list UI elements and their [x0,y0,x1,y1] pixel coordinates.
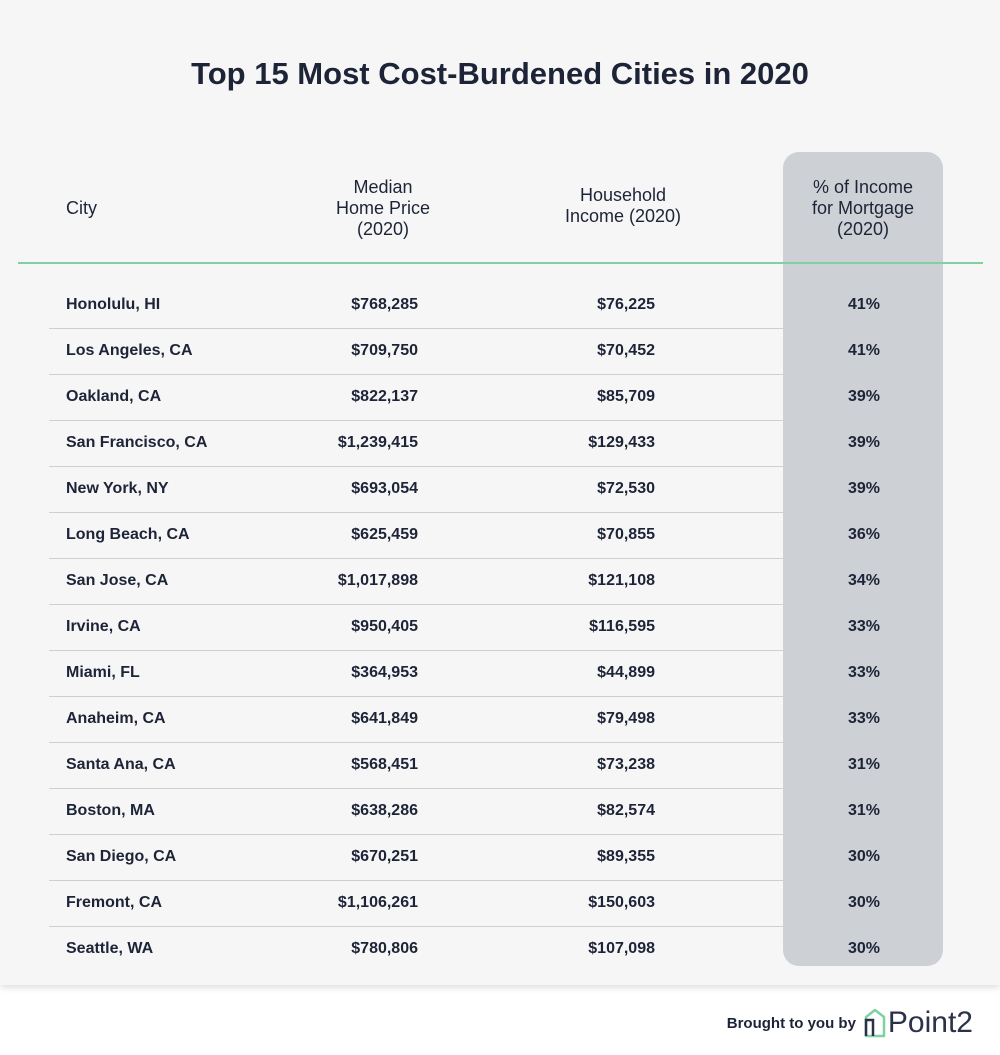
house-outline-icon [864,1008,886,1038]
table-row: Boston, MA $638,286 $82,574 31% [49,789,915,835]
cell-household-income: $72,530 [597,480,655,497]
table-row: New York, NY $693,054 $72,530 39% [49,467,915,513]
cell-household-income: $73,238 [597,756,655,773]
cell-city: Oakland, CA [66,388,162,405]
table-row: San Diego, CA $670,251 $89,355 30% [49,835,915,881]
cell-city: Seattle, WA [66,940,154,957]
cell-pct-income-mortgage: 30% [847,848,880,865]
cell-median-home-price: $950,405 [351,618,418,635]
cell-median-home-price: $780,806 [351,940,418,957]
table-row: Oakland, CA $822,137 $85,709 39% [49,375,915,421]
cell-city: Honolulu, HI [66,296,161,313]
logo-text: Point2 [887,1006,973,1039]
table-row: Anaheim, CA $641,849 $79,498 33% [49,697,915,743]
cell-city: San Diego, CA [66,848,177,865]
footer-attribution: Brought to you by Point2 [727,1006,973,1040]
cell-pct-income-mortgage: 41% [847,342,880,359]
table-row: Honolulu, HI $768,285 $76,225 41% [49,283,915,329]
cell-household-income: $44,899 [597,664,655,681]
cell-household-income: $121,108 [588,572,655,589]
cell-pct-income-mortgage: 34% [847,572,880,589]
cell-household-income: $79,498 [597,710,655,727]
cell-household-income: $85,709 [597,388,655,405]
cell-household-income: $82,574 [597,802,655,819]
chart-title: Top 15 Most Cost-Burdened Cities in 2020 [191,56,809,91]
cell-city: Fremont, CA [66,894,162,911]
header-pct-income-mortgage: % of Income for Mortgage (2020) [783,177,943,240]
cell-pct-income-mortgage: 33% [847,664,880,681]
cell-city: Anaheim, CA [66,710,166,727]
table-row: San Francisco, CA $1,239,415 $129,433 39… [49,421,915,467]
table-row: Seattle, WA $780,806 $107,098 30% [49,927,915,972]
table-row: Miami, FL $364,953 $44,899 33% [49,651,915,697]
cell-median-home-price: $709,750 [351,342,418,359]
header-city: City [66,198,97,219]
cell-median-home-price: $822,137 [351,388,418,405]
cell-city: San Jose, CA [66,572,169,589]
cell-median-home-price: $693,054 [351,480,418,497]
cell-median-home-price: $638,286 [351,802,418,819]
cell-city: Boston, MA [66,802,155,819]
cell-household-income: $76,225 [597,296,655,313]
cell-pct-income-mortgage: 30% [847,940,880,957]
cell-pct-income-mortgage: 39% [847,434,880,451]
cell-median-home-price: $1,106,261 [337,894,418,911]
cell-household-income: $70,855 [597,526,655,543]
header-median-home-price: Median Home Price (2020) [310,177,456,240]
cell-city: Irvine, CA [66,618,141,635]
header-price-line: Median [353,177,413,197]
cell-household-income: $150,603 [588,894,655,911]
cell-median-home-price: $670,251 [351,848,418,865]
highlight-column [783,152,943,966]
cell-median-home-price: $1,239,415 [337,434,418,451]
cell-household-income: $129,433 [588,434,655,451]
cell-pct-income-mortgage: 33% [847,710,880,727]
header-pct-line: % of Income [812,177,914,197]
table-row: Fremont, CA $1,106,261 $150,603 30% [49,881,915,927]
cell-pct-income-mortgage: 30% [847,894,880,911]
header-pct-line: for Mortgage [811,198,915,218]
header-divider [18,262,983,264]
cell-median-home-price: $568,451 [351,756,418,773]
table-row: Irvine, CA $950,405 $116,595 33% [49,605,915,651]
point2-logo[interactable]: Point2 [864,1006,973,1040]
cell-median-home-price: $625,459 [351,526,418,543]
cell-median-home-price: $641,849 [351,710,418,727]
cell-household-income: $107,098 [588,940,655,957]
cell-household-income: $116,595 [589,618,655,635]
cell-city: San Francisco, CA [66,434,208,451]
table-row: Long Beach, CA $625,459 $70,855 36% [49,513,915,559]
header-household-income: Household Income (2020) [548,185,698,227]
table-body: Honolulu, HI $768,285 $76,225 41% Los An… [49,283,915,972]
chart-card: Top 15 Most Cost-Burdened Cities in 2020… [18,56,983,972]
header-pct-line: (2020) [836,219,890,239]
cell-median-home-price: $1,017,898 [337,572,418,589]
header-income-line: Income (2020) [564,206,682,226]
cell-median-home-price: $364,953 [351,664,418,681]
cell-pct-income-mortgage: 31% [847,802,880,819]
cell-median-home-price: $768,285 [351,296,418,313]
header-city-line: City [66,198,97,218]
table-row: San Jose, CA $1,017,898 $121,108 34% [49,559,915,605]
cell-city: New York, NY [66,480,169,497]
cell-pct-income-mortgage: 36% [847,526,880,543]
cell-city: Miami, FL [66,664,140,681]
cell-pct-income-mortgage: 39% [847,388,880,405]
cell-city: Los Angeles, CA [66,342,193,359]
header-price-line: Home Price [335,198,431,218]
table-row: Los Angeles, CA $709,750 $70,452 41% [49,329,915,375]
cell-household-income: $89,355 [597,848,655,865]
cell-pct-income-mortgage: 31% [847,756,880,773]
cell-household-income: $70,452 [597,342,655,359]
brought-to-you-text: Brought to you by [726,1014,856,1032]
cell-city: Santa Ana, CA [66,756,176,773]
header-income-line: Household [579,185,667,205]
header-price-line: (2020) [356,219,410,239]
cell-pct-income-mortgage: 33% [847,618,880,635]
cell-pct-income-mortgage: 41% [847,296,880,313]
table-row: Santa Ana, CA $568,451 $73,238 31% [49,743,915,789]
cell-pct-income-mortgage: 39% [847,480,880,497]
cell-city: Long Beach, CA [66,526,190,543]
